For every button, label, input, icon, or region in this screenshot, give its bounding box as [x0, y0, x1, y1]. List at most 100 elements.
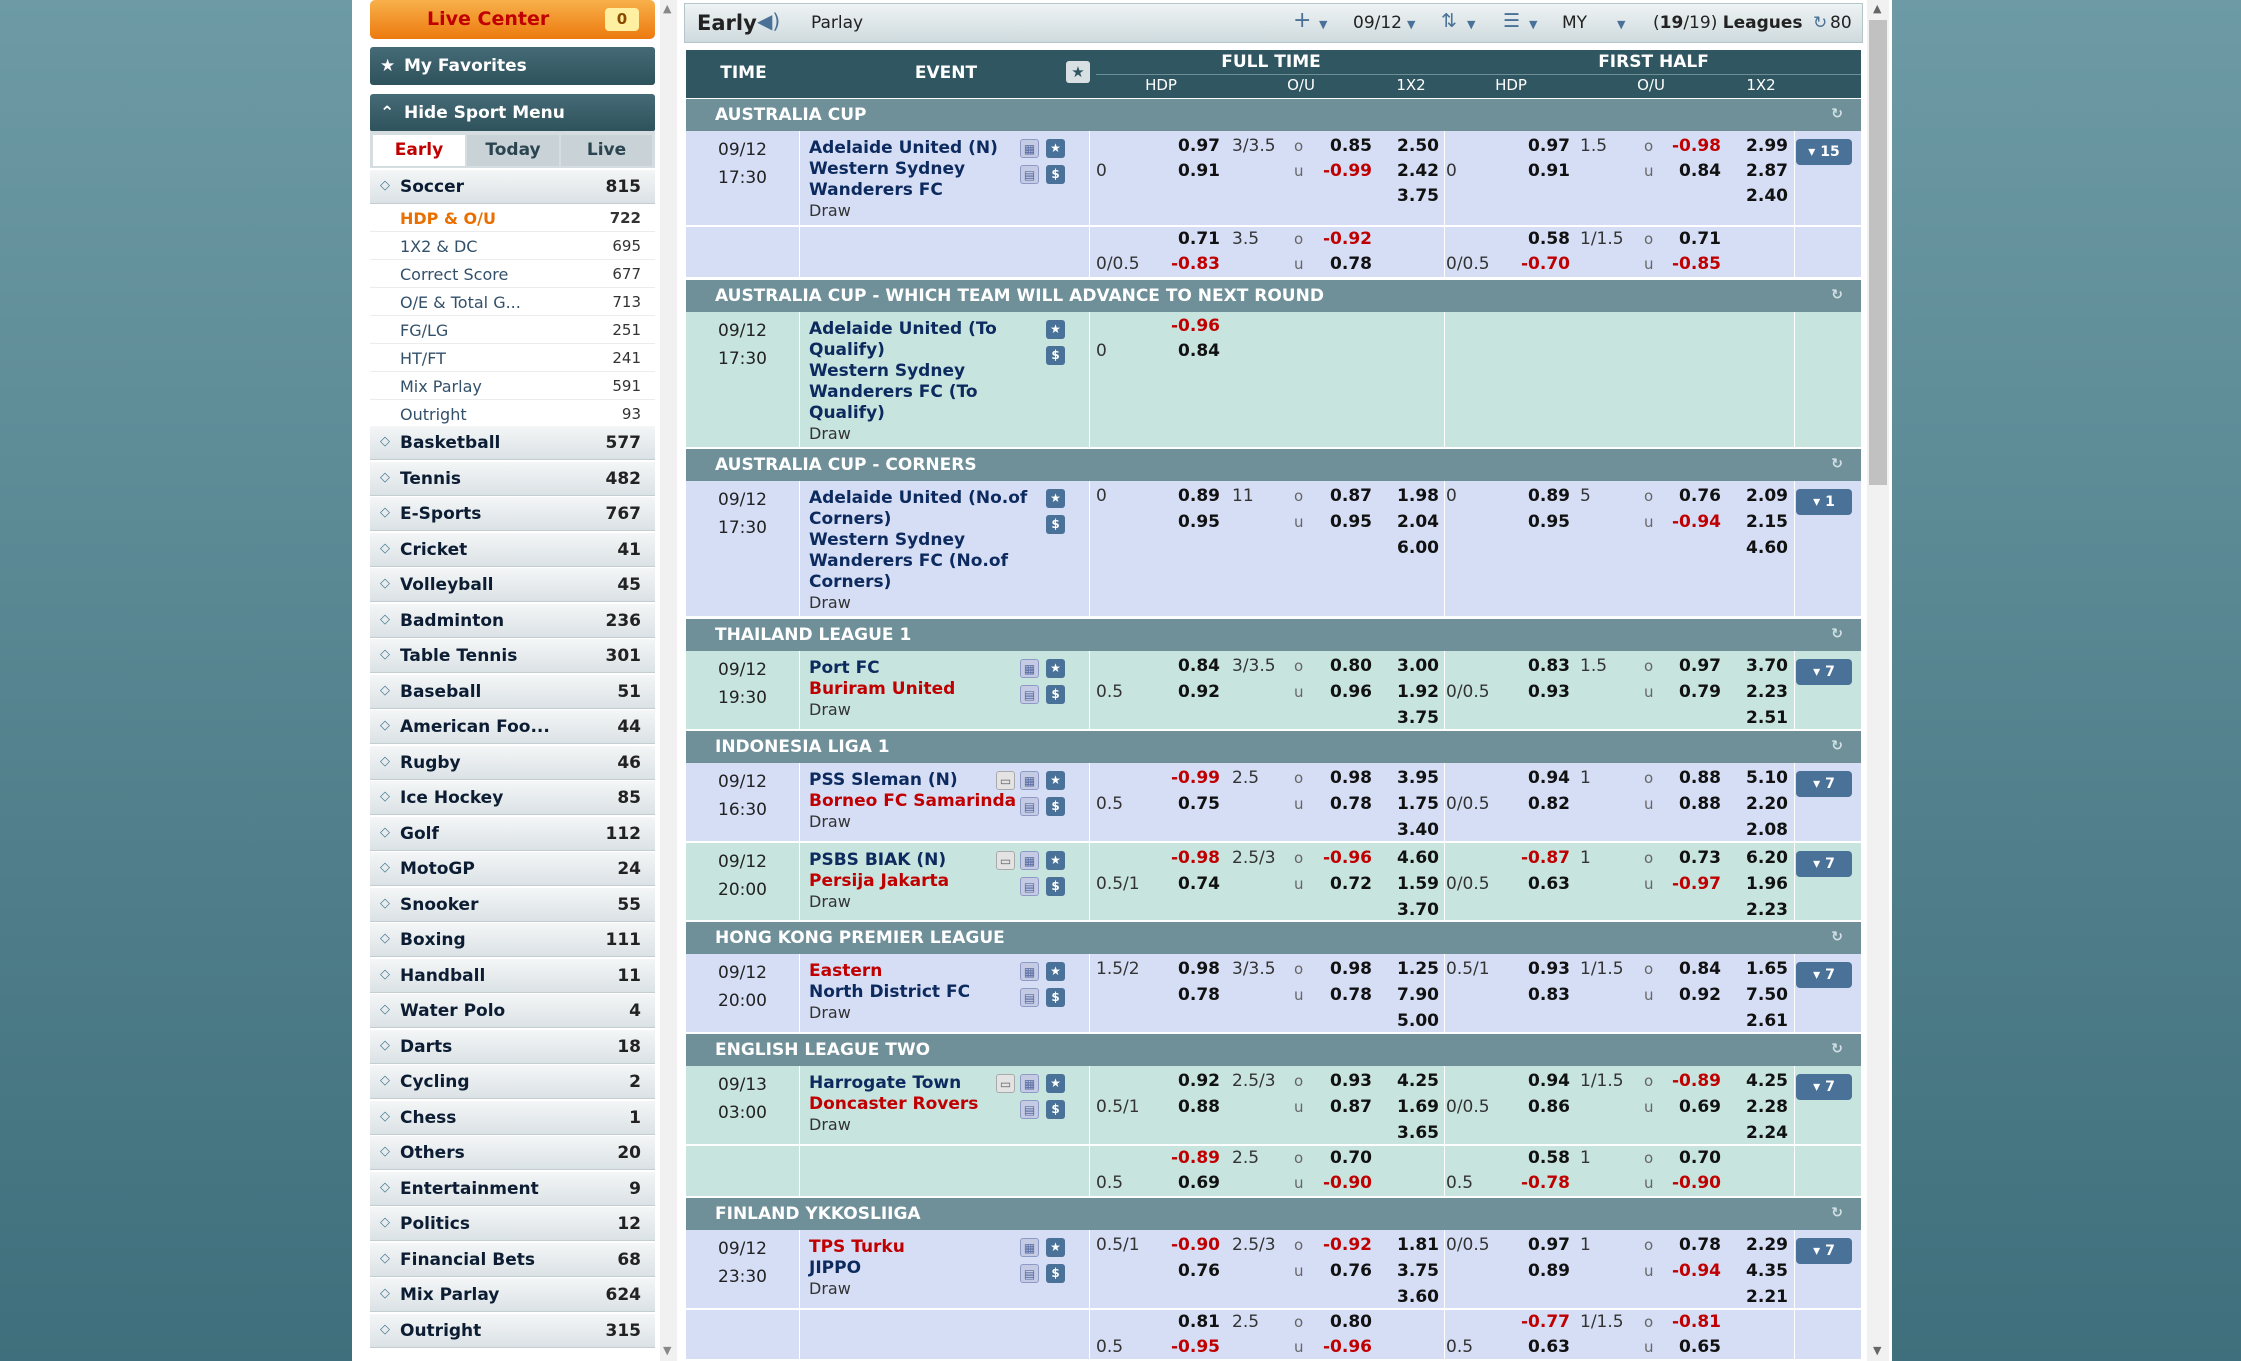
ft-hdp-odds-home[interactable]: 0.98 — [1178, 959, 1220, 979]
league-header[interactable]: THAILAND LEAGUE 1 ↻ — [686, 619, 1861, 651]
live-info-icon[interactable]: ▤ — [1020, 797, 1039, 816]
h-hdp-odds-home[interactable]: 0.58 — [1528, 1148, 1570, 1168]
ft-hdp-odds-away[interactable]: 0.84 — [1178, 341, 1220, 361]
sport-item[interactable]: ◇ Entertainment 9 — [370, 1171, 655, 1206]
ft-ou-odds-under[interactable]: -0.99 — [1323, 161, 1372, 181]
sport-item[interactable]: ◇ Water Polo 4 — [370, 994, 655, 1028]
h-1x2-odds[interactable]: 5.10 — [1746, 768, 1788, 788]
ft-1x2-odds[interactable]: 3.60 — [1397, 1287, 1439, 1307]
scroll-down-icon[interactable]: ▼ — [663, 1344, 672, 1357]
favorites-star-icon[interactable]: ★ — [1066, 61, 1090, 83]
h-1x2-odds[interactable]: 2.40 — [1746, 186, 1788, 206]
h-hdp-odds-away[interactable]: 0.91 — [1528, 161, 1570, 181]
sport-item[interactable]: ◇ Darts 18 — [370, 1029, 655, 1064]
favorite-star-icon[interactable]: ★ — [1046, 489, 1065, 508]
h-1x2-odds[interactable]: 2.28 — [1746, 1097, 1788, 1117]
sport-item[interactable]: ◇ Tennis 482 — [370, 461, 655, 496]
h-1x2-odds[interactable]: 4.35 — [1746, 1261, 1788, 1281]
stats-icon[interactable]: ▦ — [1020, 962, 1039, 981]
ft-1x2-odds[interactable]: 3.95 — [1397, 768, 1439, 788]
sport-item[interactable]: ◇ Outright 315 — [370, 1313, 655, 1348]
chevron-down-icon[interactable]: ▼ — [1617, 18, 1626, 31]
sport-item[interactable]: ◇ Volleyball 45 — [370, 568, 655, 602]
h-1x2-odds[interactable]: 7.50 — [1746, 985, 1788, 1005]
ft-1x2-odds[interactable]: 1.81 — [1397, 1235, 1439, 1255]
ft-hdp-odds-away[interactable]: 0.69 — [1178, 1173, 1220, 1193]
ft-ou-odds-under[interactable]: 0.78 — [1330, 985, 1372, 1005]
cashout-icon[interactable]: $ — [1046, 515, 1065, 534]
refresh-league-icon[interactable]: ↻ — [1831, 626, 1843, 642]
h-hdp-odds-away[interactable]: -0.78 — [1521, 1173, 1570, 1193]
ft-hdp-odds-home[interactable]: -0.99 — [1171, 768, 1220, 788]
odds-type-select[interactable]: MY — [1562, 13, 1588, 33]
sport-item[interactable]: ◇ Boxing 111 — [370, 923, 655, 957]
add-market-icon[interactable]: + — [1293, 8, 1312, 33]
ft-1x2-odds[interactable]: 1.25 — [1397, 959, 1439, 979]
h-hdp-odds-home[interactable]: 0.93 — [1528, 959, 1570, 979]
h-hdp-odds-home[interactable]: -0.87 — [1521, 848, 1570, 868]
soccer-sub-item[interactable]: 1X2 & DC 695 — [370, 232, 655, 260]
sport-item[interactable]: ◇ Handball 11 — [370, 958, 655, 993]
ft-hdp-odds-home[interactable]: 0.81 — [1178, 1312, 1220, 1332]
h-hdp-odds-home[interactable]: 0.94 — [1528, 768, 1570, 788]
more-markets-button[interactable]: ▾ 1 — [1796, 489, 1852, 515]
h-1x2-odds[interactable]: 2.23 — [1746, 682, 1788, 702]
h-hdp-odds-away[interactable]: 0.89 — [1528, 1261, 1570, 1281]
hide-sport-menu-button[interactable]: ⌃ Hide Sport Menu — [370, 94, 655, 132]
ft-1x2-odds[interactable]: 6.00 — [1397, 538, 1439, 558]
h-1x2-odds[interactable]: 4.60 — [1746, 538, 1788, 558]
h-ou-odds-over[interactable]: 0.97 — [1679, 656, 1721, 676]
ft-hdp-odds-home[interactable]: 0.71 — [1178, 229, 1220, 249]
ft-hdp-odds-home[interactable]: 0.84 — [1178, 656, 1220, 676]
ft-hdp-odds-away[interactable]: 0.78 — [1178, 985, 1220, 1005]
cashout-icon[interactable]: $ — [1046, 346, 1065, 365]
stats-icon[interactable]: ▦ — [1020, 1074, 1039, 1093]
tv-icon[interactable]: ▭ — [996, 1074, 1015, 1093]
h-hdp-odds-away[interactable]: 0.86 — [1528, 1097, 1570, 1117]
h-hdp-odds-away[interactable]: 0.95 — [1528, 512, 1570, 532]
sport-item[interactable]: ◇ Politics 12 — [370, 1207, 655, 1241]
h-ou-odds-under[interactable]: -0.94 — [1672, 512, 1721, 532]
h-ou-odds-over[interactable]: -0.89 — [1672, 1071, 1721, 1091]
sport-item[interactable]: ◇ E-Sports 767 — [370, 497, 655, 531]
ft-ou-odds-under[interactable]: -0.90 — [1323, 1173, 1372, 1193]
h-1x2-odds[interactable]: 2.20 — [1746, 794, 1788, 814]
more-markets-button[interactable]: ▾ 7 — [1796, 771, 1852, 797]
refresh-league-icon[interactable]: ↻ — [1831, 1205, 1843, 1221]
ft-1x2-odds[interactable]: 2.50 — [1397, 136, 1439, 156]
h-ou-odds-over[interactable]: 0.78 — [1679, 1235, 1721, 1255]
parlay-link[interactable]: Parlay — [811, 13, 864, 33]
ft-ou-odds-over[interactable]: -0.92 — [1323, 229, 1372, 249]
h-ou-odds-under[interactable]: 0.65 — [1679, 1337, 1721, 1357]
ft-ou-odds-under[interactable]: 0.72 — [1330, 874, 1372, 894]
refresh-league-icon[interactable]: ↻ — [1831, 456, 1843, 472]
h-1x2-odds[interactable]: 1.96 — [1746, 874, 1788, 894]
live-info-icon[interactable]: ▤ — [1020, 988, 1039, 1007]
speaker-icon[interactable]: ◀) — [757, 9, 781, 33]
h-ou-odds-under[interactable]: 0.92 — [1679, 985, 1721, 1005]
league-header[interactable]: HONG KONG PREMIER LEAGUE ↻ — [686, 922, 1861, 954]
league-header[interactable]: AUSTRALIA CUP - WHICH TEAM WILL ADVANCE … — [686, 280, 1861, 312]
sport-item[interactable]: ◇ Baseball 51 — [370, 674, 655, 709]
league-header[interactable]: AUSTRALIA CUP - CORNERS ↻ — [686, 449, 1861, 481]
soccer-sub-item[interactable]: Correct Score 677 — [370, 260, 655, 288]
scroll-up-icon[interactable]: ▲ — [663, 2, 672, 15]
my-favorites-button[interactable]: ★ My Favorites — [370, 47, 655, 85]
ft-hdp-odds-away[interactable]: -0.83 — [1171, 254, 1220, 274]
soccer-sub-item[interactable]: O/E & Total G... 713 — [370, 288, 655, 316]
refresh-league-icon[interactable]: ↻ — [1831, 929, 1843, 945]
h-ou-odds-over[interactable]: 0.71 — [1679, 229, 1721, 249]
tab-early[interactable]: Early — [373, 135, 465, 166]
favorite-star-icon[interactable]: ★ — [1046, 771, 1065, 790]
h-ou-odds-under[interactable]: -0.85 — [1672, 254, 1721, 274]
ft-ou-odds-over[interactable]: 0.80 — [1330, 1312, 1372, 1332]
sport-item[interactable]: ◇ Financial Bets 68 — [370, 1242, 655, 1277]
sport-item[interactable]: ◇ Snooker 55 — [370, 887, 655, 922]
h-hdp-odds-home[interactable]: 0.97 — [1528, 136, 1570, 156]
ft-hdp-odds-home[interactable]: -0.96 — [1171, 316, 1220, 336]
stats-icon[interactable]: ▦ — [1020, 771, 1039, 790]
h-ou-odds-over[interactable]: 0.70 — [1679, 1148, 1721, 1168]
ft-hdp-odds-home[interactable]: -0.89 — [1171, 1148, 1220, 1168]
ft-hdp-odds-away[interactable]: -0.95 — [1171, 1337, 1220, 1357]
ft-1x2-odds[interactable]: 7.90 — [1397, 985, 1439, 1005]
